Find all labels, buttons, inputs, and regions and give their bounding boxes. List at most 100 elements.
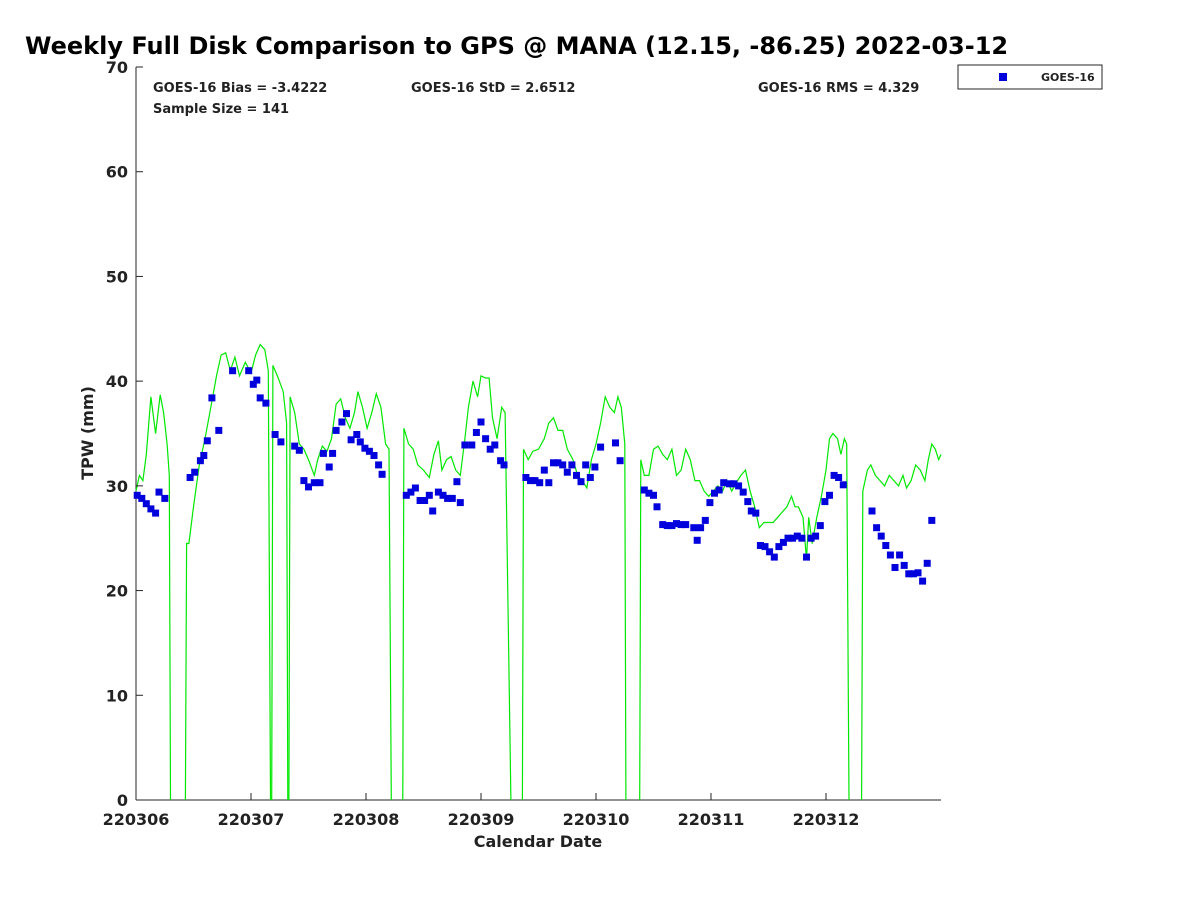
goes16-point [256, 394, 264, 402]
goes16-point [784, 534, 792, 542]
goes16-point [208, 394, 216, 402]
goes16-point [448, 494, 456, 502]
goes16-point [761, 543, 769, 551]
goes16-point [914, 569, 922, 577]
goes16-point [491, 441, 499, 449]
goes16-point [919, 577, 927, 585]
chart-title: Weekly Full Disk Comparison to GPS @ MAN… [25, 32, 1008, 60]
goes16-point [375, 461, 383, 469]
goes16-point [262, 399, 270, 407]
goes16-point [316, 479, 324, 487]
goes16-point [789, 534, 797, 542]
x-tick-label: 220311 [678, 810, 745, 829]
x-tick-label: 220309 [448, 810, 515, 829]
goes16-point [343, 410, 350, 418]
x-tick-label: 220306 [103, 810, 170, 829]
goes16-point [196, 457, 204, 465]
goes16-point [361, 444, 369, 452]
goes16-point [291, 442, 299, 450]
goes16-point [500, 461, 508, 469]
goes16-point [402, 491, 410, 499]
goes16-point [697, 524, 705, 532]
goes16-point [191, 468, 199, 476]
goes16-point [770, 553, 778, 561]
goes16-point [161, 494, 169, 502]
goes16-point [407, 488, 415, 496]
goes16-point [816, 522, 824, 530]
goes16-point [690, 524, 698, 532]
goes16-point [896, 551, 904, 559]
goes16-point [653, 503, 661, 511]
gps-line-segment [402, 375, 512, 801]
goes16-point [271, 431, 279, 438]
goes16-point [616, 457, 624, 465]
goes16-series [133, 367, 936, 585]
goes16-point [456, 499, 464, 507]
goes16-point [497, 457, 505, 465]
goes16-point [835, 474, 843, 481]
goes16-point [142, 500, 150, 508]
goes16-point [812, 532, 820, 540]
y-tick-label: 50 [106, 267, 128, 286]
goes16-point [807, 534, 815, 542]
goes16-point [650, 491, 657, 499]
goes16-point [682, 521, 690, 529]
goes16-point [277, 438, 285, 446]
goes16-point [477, 418, 485, 426]
goes16-point [747, 507, 755, 515]
goes16-point [677, 521, 685, 529]
goes16-point [711, 489, 718, 497]
goes16-point [429, 507, 437, 515]
goes16-point [668, 522, 676, 530]
bias-stat: GOES-16 Bias = -3.4222 [153, 81, 327, 96]
goes16-point [715, 486, 723, 494]
goes16-point [793, 532, 801, 540]
goes16-point [325, 463, 333, 471]
gps-line-segment [860, 442, 942, 801]
goes16-point [133, 491, 141, 499]
goes16-point [640, 486, 648, 494]
goes16-point [597, 443, 605, 451]
goes16-point [868, 507, 876, 515]
goes16-point [563, 468, 571, 476]
goes16-point [249, 380, 257, 388]
goes16-point [739, 488, 747, 496]
goes16-point [353, 431, 361, 438]
goes16-point [775, 543, 783, 551]
goes16-point [229, 367, 237, 375]
goes16-point [550, 459, 557, 467]
goes16-point [468, 441, 476, 449]
goes16-point [434, 488, 442, 496]
x-tick-label: 220312 [793, 810, 860, 829]
goes16-point [531, 477, 539, 485]
goes16-point [923, 559, 931, 567]
std-stat: GOES-16 StD = 2.6512 [411, 81, 575, 96]
gps-series [135, 343, 942, 801]
goes16-point [730, 480, 738, 488]
legend-marker-goes16 [999, 73, 1007, 81]
goes16-point [310, 479, 318, 487]
goes16-point [821, 498, 829, 506]
goes16-point [779, 538, 787, 546]
goes16-point [706, 499, 714, 507]
goes16-point [725, 480, 733, 488]
goes16-point [882, 542, 890, 549]
y-tick-label: 10 [106, 686, 128, 705]
goes16-point [659, 521, 667, 529]
plot-area: 0 10 20 30 40 50 60 70 220306 220307 220308 220309 2… [103, 58, 942, 829]
goes16-point [253, 376, 261, 384]
goes16-point [752, 509, 760, 517]
goes16-point [559, 461, 567, 469]
goes16-point [873, 524, 881, 532]
goes16-point [591, 463, 599, 471]
goes16-point [186, 474, 194, 481]
goes16-point [928, 516, 936, 524]
goes16-point [756, 542, 764, 549]
goes16-point [612, 439, 619, 447]
x-tick-label: 220310 [563, 810, 630, 829]
goes16-point [356, 438, 364, 446]
goes16-point [568, 461, 576, 469]
y-tick-label: 70 [106, 58, 128, 77]
goes16-point [329, 449, 337, 457]
rms-stat: GOES-16 RMS = 4.329 [758, 81, 919, 96]
